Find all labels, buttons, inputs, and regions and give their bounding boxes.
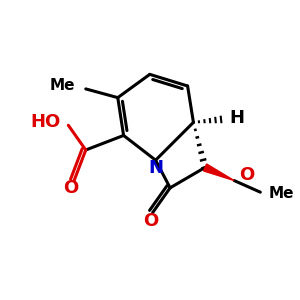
Text: O: O [239, 166, 255, 184]
Text: HO: HO [31, 113, 61, 131]
Text: O: O [144, 212, 159, 230]
Text: O: O [64, 179, 79, 197]
Polygon shape [203, 164, 234, 181]
Text: Me: Me [50, 79, 76, 94]
Text: H: H [229, 109, 244, 127]
Text: Me: Me [269, 186, 295, 201]
Text: N: N [148, 159, 163, 177]
